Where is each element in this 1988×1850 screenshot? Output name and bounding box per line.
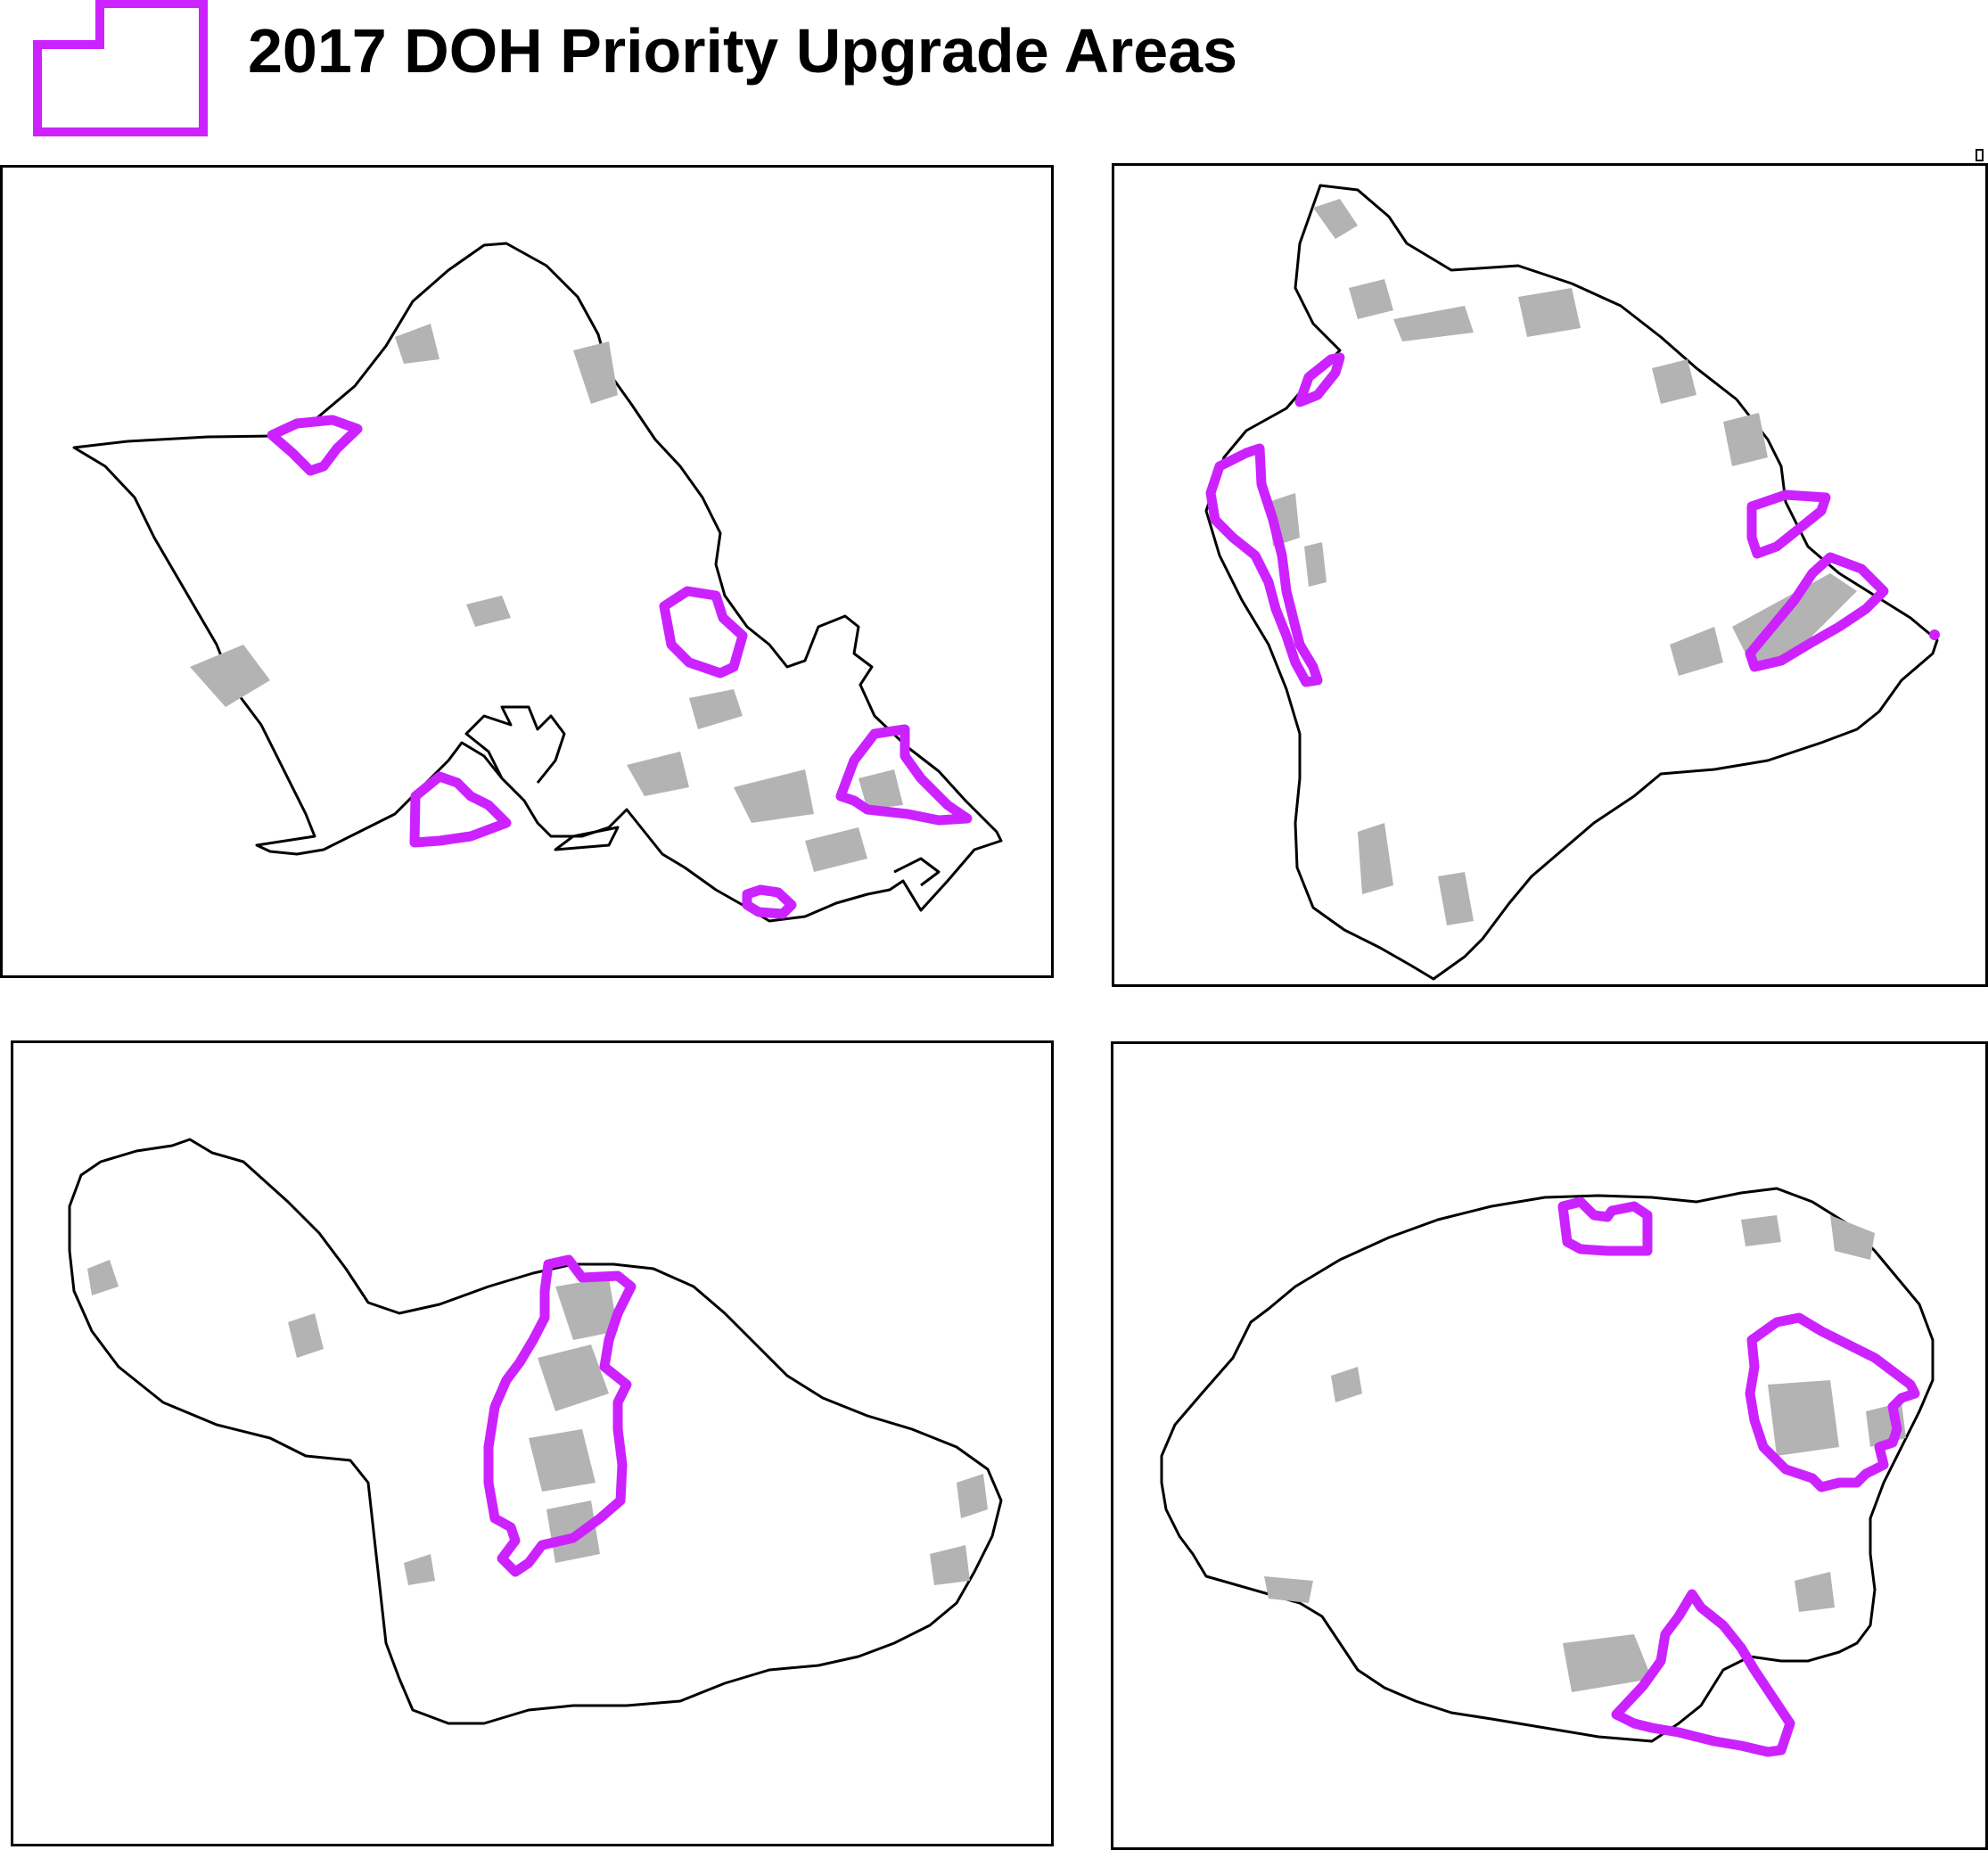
priority-area-polygon — [409, 771, 512, 848]
priority-area-polygon — [1745, 1312, 1920, 1492]
priority-area-polygon — [1205, 443, 1323, 687]
priority-area-polygon — [1929, 629, 1940, 640]
kauai-coastline — [1160, 1187, 1935, 1743]
priority-upgrade-areas — [483, 1254, 637, 1577]
developed-land — [87, 1260, 988, 1585]
legend-title: 2017 DOH Priority Upgrade Areas — [248, 16, 1238, 86]
priority-upgrade-areas — [1557, 1196, 1920, 1757]
pearl-harbor-shoreline — [893, 857, 941, 887]
pearl-harbor-shoreline — [464, 705, 566, 784]
priority-area-polygon-icon — [33, 0, 208, 136]
priority-area-polygon — [483, 1254, 637, 1577]
map-panel-maui — [11, 1040, 1054, 1846]
priority-upgrade-areas — [267, 415, 973, 919]
priority-area-polygon — [1611, 1589, 1795, 1757]
priority-area-polygon — [659, 586, 748, 678]
developed-land — [1269, 199, 1857, 925]
map-panel-hawaii — [1112, 163, 1988, 987]
map-panel-oahu — [0, 165, 1054, 978]
pearl-harbor-shoreline — [554, 826, 620, 851]
priority-area-polygon — [835, 724, 973, 826]
map-panel-kauai — [1111, 1041, 1988, 1850]
priority-upgrade-areas — [1205, 352, 1940, 687]
oahu-coastline — [72, 242, 1003, 923]
legend-priority-area-icon — [33, 0, 208, 136]
priority-area-polygon — [1745, 552, 1889, 672]
priority-area-polygon — [1557, 1196, 1653, 1256]
corner-marker — [1976, 149, 1984, 161]
hawaii-coastline — [1204, 184, 1939, 981]
maui-coastline — [68, 1138, 1003, 1725]
priority-area-polygon — [1746, 489, 1831, 559]
priority-area-polygon — [742, 884, 797, 919]
developed-land — [190, 324, 903, 872]
developed-land — [1264, 1215, 1906, 1692]
priority-area-polygon — [1294, 352, 1345, 407]
priority-area-polygon — [267, 415, 363, 476]
